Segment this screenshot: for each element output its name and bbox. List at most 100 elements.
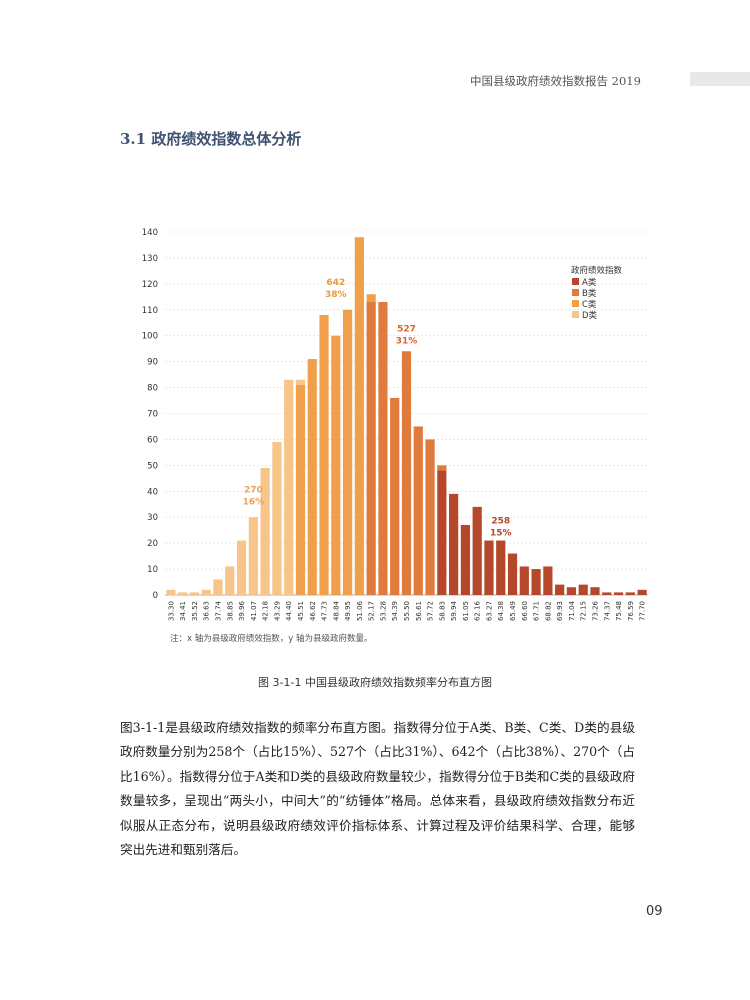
y-tick-label: 100 (142, 332, 158, 342)
bar-A类 (590, 587, 600, 595)
bar-A类 (602, 592, 612, 595)
body-paragraph: 图3-1-1是县级政府绩效指数的频率分布直方图。指数得分位于A类、B类、C类、D… (120, 720, 635, 858)
bar-B类 (366, 302, 376, 595)
bar-D类 (225, 566, 235, 595)
bar-B类 (425, 439, 435, 595)
legend-swatch (572, 300, 579, 307)
y-tick-label: 30 (147, 513, 158, 523)
bar-D类 (178, 592, 188, 595)
annotation-count: 258 (491, 516, 510, 526)
chart-note: 注：x 轴为县级政府绩效指数，y 轴为县级政府数量。 (170, 634, 373, 644)
x-tick-label: 35.52 (191, 601, 199, 621)
legend-label: B类 (582, 288, 597, 299)
y-tick-label: 90 (147, 358, 158, 368)
bar-D类 (272, 442, 282, 595)
y-tick-label: 70 (147, 410, 158, 420)
annotation-percent: 15% (490, 528, 512, 538)
y-tick-label: 140 (142, 228, 158, 238)
x-tick-label: 72.15 (580, 601, 588, 621)
y-tick-label: 110 (142, 306, 158, 316)
x-tick-label: 33.30 (167, 601, 175, 621)
y-tick-label: 20 (147, 539, 158, 549)
bar-B类 (378, 302, 388, 595)
bar-A类 (566, 587, 577, 595)
bar-D类 (236, 540, 247, 595)
annotation-count: 527 (397, 324, 416, 334)
bar-A类 (460, 524, 470, 595)
bar-C类 (295, 384, 306, 595)
bar-D类 (248, 517, 258, 595)
bar-C类 (343, 309, 353, 595)
x-tick-label: 62.16 (474, 600, 482, 621)
y-tick-label: 120 (142, 280, 158, 290)
bar-C类 (354, 237, 364, 595)
running-header: 中国县级政府绩效指数报告 2019 (470, 74, 641, 88)
x-tick-label: 55.50 (403, 601, 411, 621)
bar-A类 (555, 584, 565, 595)
bar-D类 (213, 579, 223, 595)
page-number: 09 (646, 904, 663, 919)
bar-A类 (519, 566, 529, 595)
x-tick-label: 57.72 (427, 601, 435, 621)
bar-C类 (366, 294, 376, 303)
x-tick-label: 44.40 (285, 601, 293, 621)
x-tick-label: 43.29 (273, 601, 281, 621)
x-tick-label: 69.93 (556, 601, 564, 621)
x-tick-label: 41.07 (250, 601, 258, 621)
annotation-count: 270 (244, 485, 263, 495)
bar-D类 (295, 379, 306, 385)
annotations: 270 16% 642 38% 527 31% 258 15% (243, 278, 512, 539)
x-tick-label: 71.04 (568, 600, 576, 621)
x-tick-label: 59.94 (450, 600, 458, 621)
x-tick-label: 76.59 (627, 601, 635, 621)
x-tick-label: 46.62 (309, 601, 317, 621)
x-tick-label: 75.48 (615, 601, 623, 621)
x-tick-label: 38.85 (226, 601, 234, 621)
histogram-chart: 0 10 20 30 40 50 60 70 80 90 100 110 120 130 140 33.30… (142, 228, 648, 621)
y-tick-label: 50 (147, 461, 158, 471)
x-tick-label: 68.82 (544, 601, 552, 621)
annotation-count: 642 (326, 278, 345, 288)
x-tick-label: 67.71 (533, 601, 541, 621)
y-tick-label: 40 (147, 487, 158, 497)
x-tick-label: 39.96 (238, 600, 246, 621)
bar-A类 (449, 493, 459, 595)
bar-D类 (166, 589, 176, 595)
legend-swatch (572, 289, 579, 296)
legend-label: C类 (582, 299, 597, 310)
x-tick-label: 52.17 (368, 601, 376, 621)
x-tick-label: 47.73 (321, 601, 329, 621)
x-tick-label: 74.37 (603, 601, 611, 621)
bar-B类 (413, 426, 423, 595)
legend-label: A类 (582, 277, 597, 288)
bar-A类 (472, 506, 482, 595)
bar-B类 (401, 351, 412, 595)
bar-D类 (201, 589, 211, 595)
bar-B类 (390, 397, 400, 595)
x-tick-label: 56.61 (415, 601, 423, 621)
x-tick-label: 53.28 (379, 601, 387, 621)
y-tick-label: 130 (142, 254, 158, 264)
bar-C类 (319, 314, 329, 595)
x-tick-label: 63.27 (485, 601, 493, 621)
x-tick-label: 48.84 (332, 600, 340, 621)
bar-C类 (331, 335, 341, 595)
bar-A类 (496, 540, 506, 595)
annotation-percent: 31% (396, 336, 418, 346)
x-axis: 33.30 34.41 35.52 36.63 37.74 38.85 39.96 41.07… (167, 600, 646, 621)
bar-A类 (507, 553, 518, 595)
annotation-percent: 38% (325, 290, 347, 300)
x-tick-label: 37.74 (215, 600, 223, 621)
y-tick-label: 80 (147, 384, 158, 394)
x-tick-label: 34.41 (179, 601, 187, 621)
bars (166, 237, 647, 595)
bar-A类 (613, 592, 624, 595)
bar-A类 (637, 589, 647, 595)
y-tick-label: 60 (147, 435, 158, 445)
bar-D类 (284, 379, 294, 595)
bar-A类 (578, 584, 588, 595)
x-tick-label: 66.60 (521, 601, 529, 621)
header-bar (690, 72, 750, 86)
figure-caption: 图 3-1-1 中国县级政府绩效指数频率分布直方图 (258, 676, 492, 689)
bar-A类 (625, 592, 635, 595)
